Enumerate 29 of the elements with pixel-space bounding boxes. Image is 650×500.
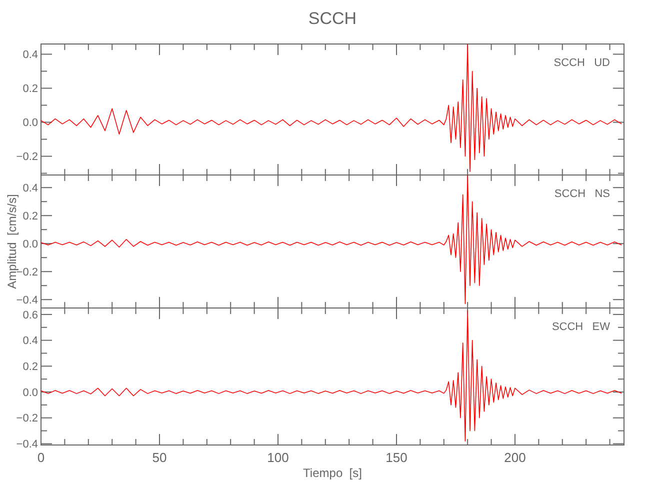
y-axis-title: Amplitud [cm/s/s] — [5, 194, 19, 289]
x-axis-title: Tiempo [s] — [303, 466, 362, 480]
y-tick-label: −0.2 — [16, 266, 38, 278]
annotation: SCCH EW — [552, 321, 611, 333]
x-tick-label: 100 — [267, 450, 289, 465]
y-tick-label: −0.2 — [16, 151, 38, 164]
y-tick-label: 0.0 — [22, 386, 38, 399]
x-tick-label: 200 — [504, 450, 526, 465]
annotation: SCCH UD — [554, 57, 610, 69]
y-tick-label: 0.2 — [22, 361, 38, 374]
line-series — [40, 44, 622, 172]
y-tick-label: −0.4 — [16, 438, 38, 451]
y-tick-label: 0.2 — [22, 83, 38, 96]
y-tick-label: 0.0 — [22, 238, 38, 250]
line-series — [40, 174, 622, 304]
y-tick-label: 0.4 — [22, 49, 38, 62]
line-series — [40, 310, 622, 442]
y-tick-label: 0.4 — [22, 182, 38, 194]
x-tick-label: 0 — [37, 450, 45, 465]
x-tick-label: 150 — [386, 450, 408, 465]
annotation: SCCH NS — [554, 188, 610, 200]
y-tick-label: −0.2 — [16, 412, 38, 425]
y-tick-label: 0.4 — [22, 335, 38, 348]
y-tick-label: 0.6 — [22, 309, 38, 322]
y-tick-label: 0.0 — [22, 117, 38, 130]
y-tick-label: −0.4 — [16, 294, 38, 306]
x-tick-label: 50 — [152, 450, 167, 465]
chart-title: SCCH — [308, 9, 357, 28]
y-tick-label: 0.2 — [22, 210, 38, 222]
